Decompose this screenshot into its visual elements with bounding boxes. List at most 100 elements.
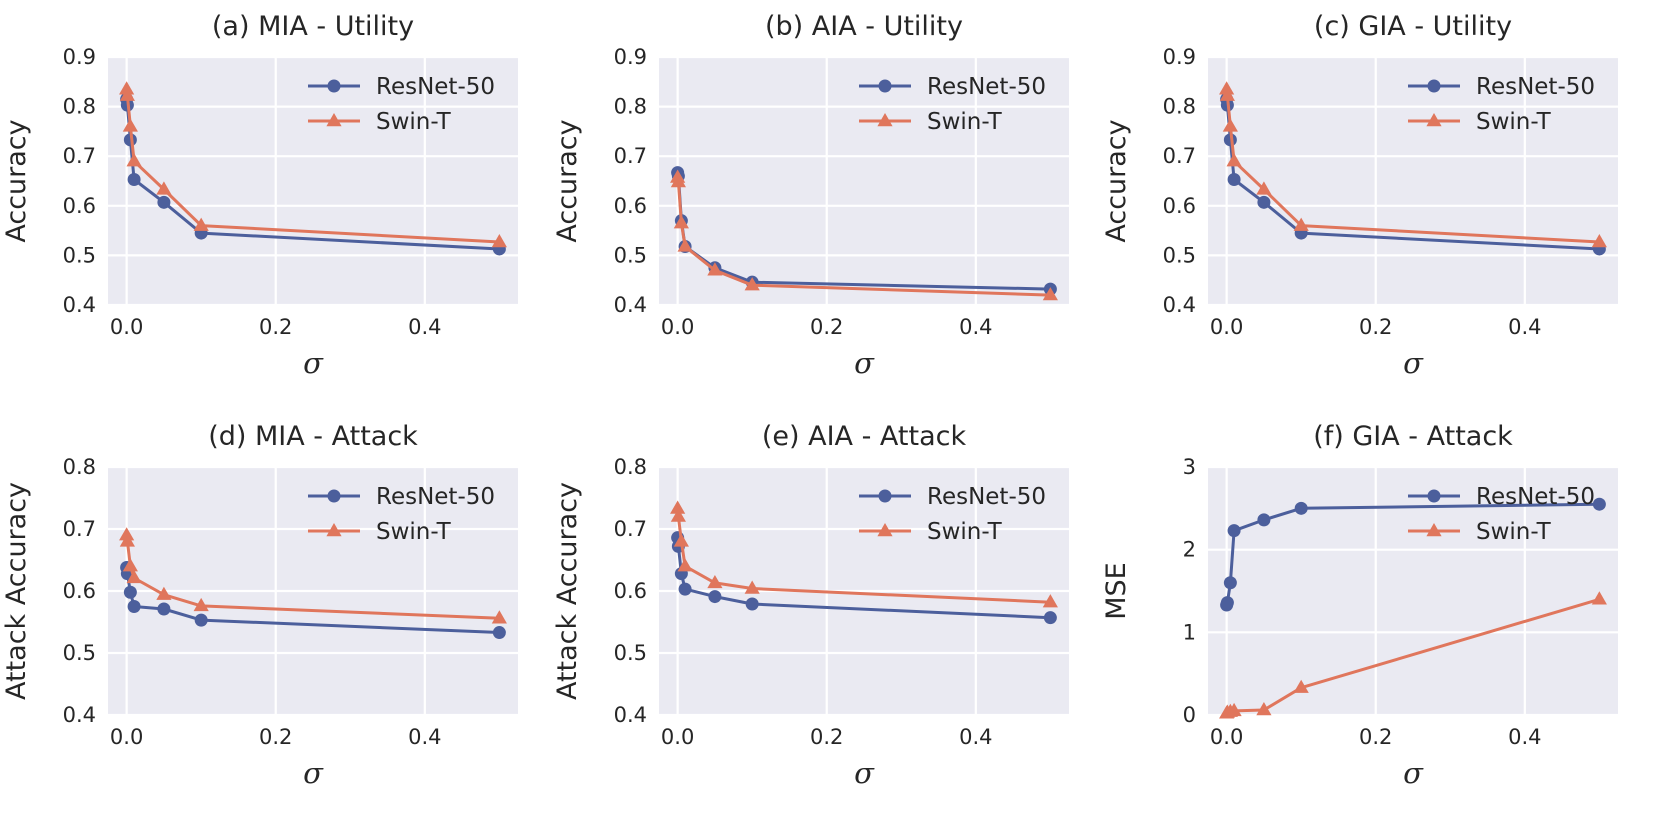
x-axis-label: σ <box>303 346 324 380</box>
y-tick-label: 0.7 <box>614 144 647 168</box>
x-axis-label: σ <box>303 756 324 790</box>
data-point <box>119 527 135 541</box>
panel-title: (a) MIA - Utility <box>212 11 414 42</box>
x-axis-label: σ <box>854 756 875 790</box>
y-tick-label: 0.8 <box>63 455 96 479</box>
data-point <box>119 533 135 547</box>
series-1 <box>119 81 507 248</box>
data-point <box>1256 702 1272 716</box>
y-tick-label: 0.4 <box>614 293 647 317</box>
plot-area <box>1208 467 1618 715</box>
x-tick-label: 0.4 <box>1508 725 1541 749</box>
legend-marker <box>326 523 342 537</box>
data-point <box>677 558 693 572</box>
legend-marker <box>1427 489 1441 503</box>
data-point <box>122 558 138 572</box>
data-point <box>1257 513 1271 527</box>
x-tick-label: 0.4 <box>408 725 441 749</box>
series-1 <box>670 169 1058 301</box>
legend-marker <box>1427 79 1441 93</box>
data-point <box>1257 195 1271 209</box>
panel-title: (f) GIA - Attack <box>1313 421 1513 452</box>
data-point <box>122 118 138 132</box>
y-axis-label: Attack Accuracy <box>1 482 32 700</box>
data-point <box>156 181 172 195</box>
legend-marker <box>877 113 893 127</box>
legend: ResNet-50 Swin-T <box>308 74 495 135</box>
y-axis-label: Accuracy <box>1 119 32 242</box>
y-tick-label: 0.6 <box>63 194 96 218</box>
data-point <box>708 590 722 604</box>
data-point <box>707 262 723 276</box>
y-tick-label: 0.5 <box>63 641 96 665</box>
y-tick-label: 0 <box>1183 703 1196 727</box>
panel-2: 0.0 0.2 0.4 0.4 0.5 0.6 0.7 0.8 0.9 (b) AIA - Uti… <box>552 11 1069 380</box>
data-point <box>745 597 759 611</box>
series-1 <box>1219 591 1607 719</box>
legend-entry: ResNet-50 <box>376 484 495 510</box>
y-tick-label: 0.5 <box>614 243 647 267</box>
data-point <box>1222 118 1238 132</box>
series-1 <box>670 500 1058 608</box>
data-point <box>1226 153 1242 167</box>
y-tick-label: 0.5 <box>614 641 647 665</box>
panel-6: 0.0 0.2 0.4 0 1 2 3 (f) GIA - Attack σ MSE ResNet-… <box>1101 421 1618 790</box>
data-point <box>492 626 506 640</box>
y-tick-label: 0.7 <box>1163 144 1196 168</box>
data-point <box>678 582 692 596</box>
legend-marker <box>1426 523 1442 537</box>
y-axis-label: Accuracy <box>552 119 583 242</box>
y-tick-label: 0.6 <box>614 579 647 603</box>
legend-entry: ResNet-50 <box>376 74 495 100</box>
y-tick-label: 0.8 <box>1163 95 1196 119</box>
data-point <box>1293 679 1309 693</box>
x-axis-label: σ <box>854 346 875 380</box>
series-1 <box>1219 81 1607 248</box>
legend-marker <box>327 79 341 93</box>
data-point <box>744 277 760 291</box>
panel-title: (b) AIA - Utility <box>765 11 963 42</box>
data-point <box>1042 594 1058 608</box>
data-point <box>1219 81 1235 95</box>
data-point <box>156 586 172 600</box>
y-tick-label: 1 <box>1183 620 1196 644</box>
x-tick-label: 0.4 <box>959 725 992 749</box>
legend-marker <box>878 489 892 503</box>
plot-area <box>108 57 518 305</box>
panel-title: (e) AIA - Attack <box>762 421 967 452</box>
x-tick-label: 0.0 <box>661 725 694 749</box>
data-point <box>157 602 171 616</box>
legend-entry: Swin-T <box>927 109 1003 135</box>
data-point <box>1043 611 1057 625</box>
x-tick-label: 0.0 <box>1210 315 1243 339</box>
legend-entry: Swin-T <box>1476 519 1552 545</box>
data-point <box>491 610 507 624</box>
legend: ResNet-50 Swin-T <box>1408 484 1595 545</box>
legend-marker <box>878 79 892 93</box>
data-point <box>744 580 760 594</box>
y-tick-label: 0.9 <box>1163 45 1196 69</box>
data-point <box>157 195 171 209</box>
legend-entry: Swin-T <box>1476 109 1552 135</box>
data-point <box>193 597 209 612</box>
data-point <box>1219 87 1235 101</box>
x-tick-label: 0.2 <box>810 315 843 339</box>
data-point <box>127 173 141 187</box>
legend-entry: ResNet-50 <box>927 74 1046 100</box>
x-tick-label: 0.2 <box>259 315 292 339</box>
legend-marker <box>1426 113 1442 127</box>
x-tick-label: 0.2 <box>259 725 292 749</box>
y-tick-label: 0.9 <box>63 45 96 69</box>
data-point <box>1223 576 1237 590</box>
y-tick-label: 0.6 <box>614 194 647 218</box>
y-axis-label: MSE <box>1101 562 1132 620</box>
data-point <box>193 217 209 231</box>
data-point <box>127 600 141 613</box>
plot-area <box>1208 57 1618 305</box>
panel-5: 0.0 0.2 0.4 0.4 0.5 0.6 0.7 0.8 (e) AIA - Attack… <box>552 421 1069 790</box>
y-tick-label: 0.6 <box>63 579 96 603</box>
series-1 <box>119 527 507 624</box>
y-tick-label: 3 <box>1183 455 1196 479</box>
data-point <box>707 574 723 589</box>
panel-1: 0.0 0.2 0.4 0.4 0.5 0.6 0.7 0.8 0.9 (a) MIA - Uti… <box>1 11 518 380</box>
